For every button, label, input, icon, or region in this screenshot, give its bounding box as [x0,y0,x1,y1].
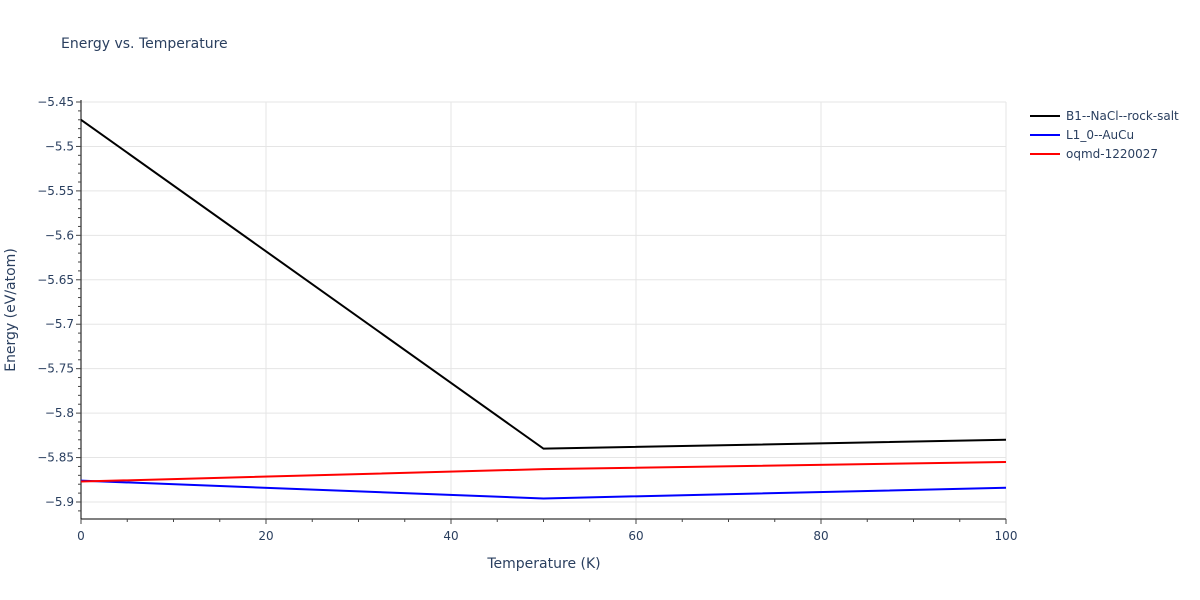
chart-title: Energy vs. Temperature [61,36,228,52]
y-tick-label: −5.45 [37,95,74,109]
series-line[interactable] [80,479,1007,500]
y-axis-title: Energy (eV/atom) [3,248,19,372]
series-line[interactable] [80,118,1007,450]
y-tick-label: −5.6 [45,228,74,242]
y-tick-label: −5.5 [45,139,74,153]
y-tick-label: −5.9 [45,495,74,509]
legend-item-l10-aucu[interactable]: L1_0--AuCu [1030,125,1179,144]
legend-swatch-icon [1030,114,1060,117]
legend-item-b1-nacl[interactable]: B1--NaCl--rock-salt [1030,106,1179,125]
x-tick-label: 80 [813,529,828,543]
x-tick-label: 60 [628,529,643,543]
x-tick-label: 40 [443,529,458,543]
x-tick-label: 20 [258,529,273,543]
x-axis-title: Temperature (K) [486,556,600,572]
legend-swatch-icon [1030,152,1060,155]
y-tick-label: −5.55 [37,184,74,198]
y-tick-label: −5.85 [37,451,74,465]
legend: B1--NaCl--rock-salt L1_0--AuCu oqmd-1220… [1030,106,1179,163]
y-tick-label: −5.65 [37,273,74,287]
x-tick-label: 0 [77,529,85,543]
y-tick-label: −5.7 [45,317,74,331]
y-tick-label: −5.75 [37,362,74,376]
y-tick-label: −5.8 [45,406,74,420]
x-tick-label: 100 [995,529,1018,543]
legend-label: oqmd-1220027 [1066,146,1159,161]
legend-label: L1_0--AuCu [1066,127,1135,142]
legend-swatch-icon [1030,133,1060,136]
legend-item-oqmd-1220027[interactable]: oqmd-1220027 [1030,144,1179,163]
series-line[interactable] [80,461,1007,483]
legend-label: B1--NaCl--rock-salt [1066,108,1179,123]
